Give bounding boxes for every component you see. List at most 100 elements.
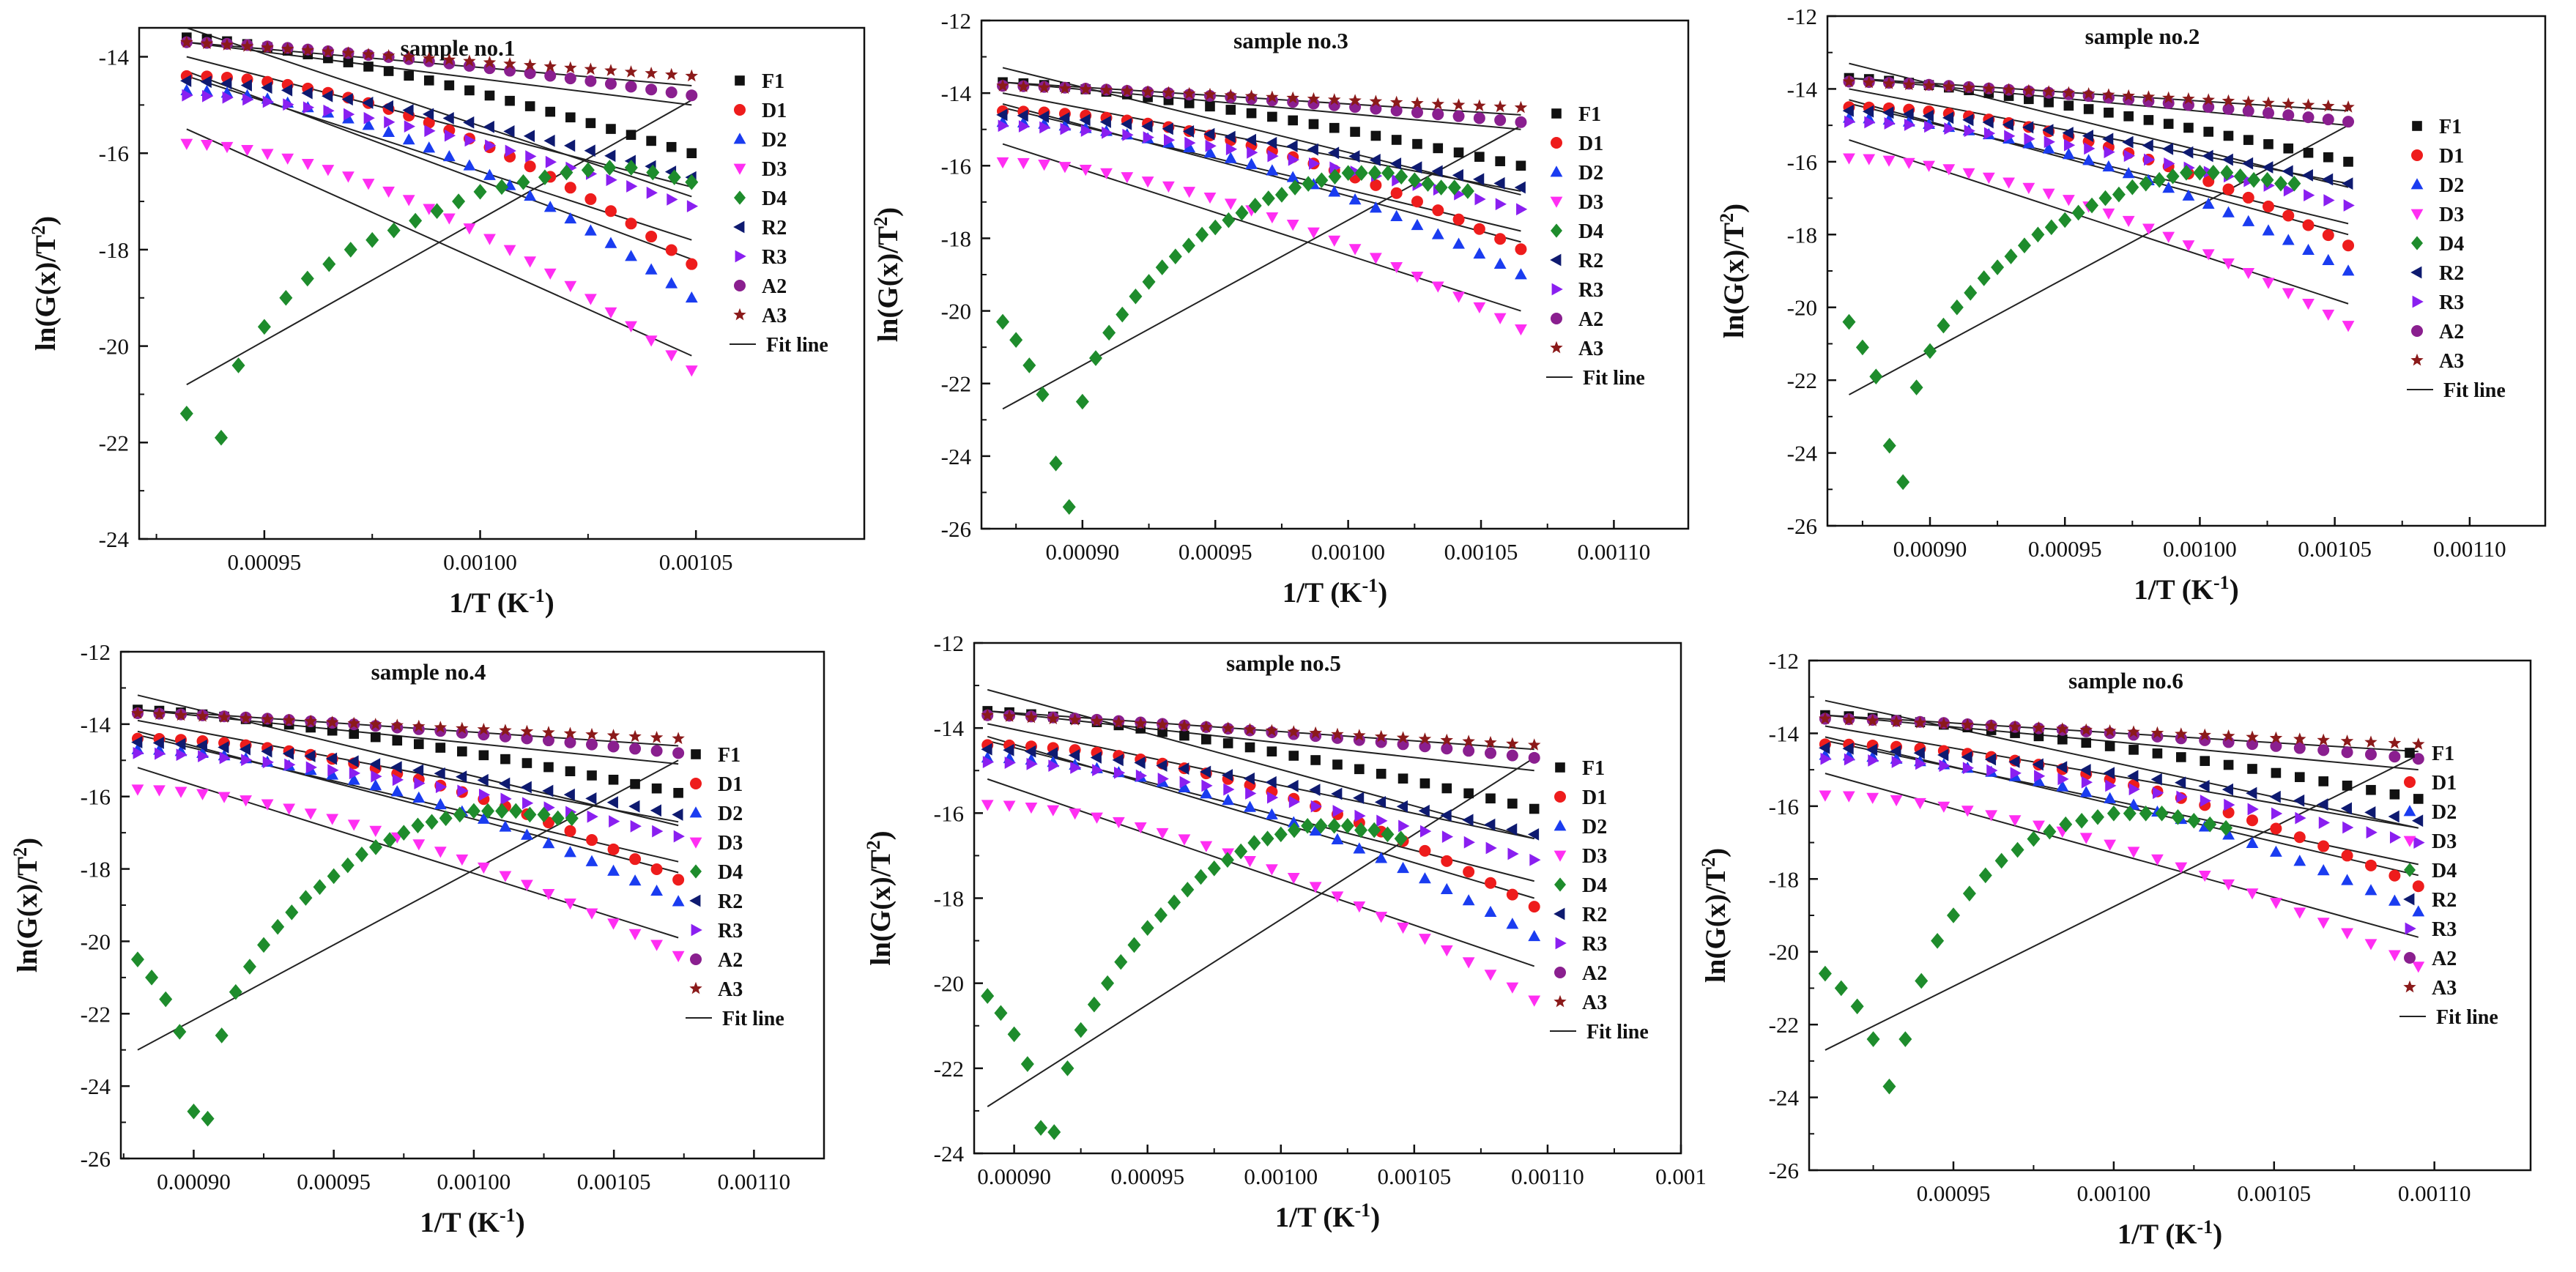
data-point-f1 (1332, 759, 1343, 770)
legend: F1 D1 D2 D3 D4 R2 R3 A2 A3 Fit line (2399, 743, 2498, 1029)
data-point-r3 (1884, 117, 1896, 130)
data-point-d3 (2364, 939, 2378, 951)
data-point-a3 (369, 718, 382, 730)
legend-marker-d1 (2411, 149, 2423, 161)
data-point-d2 (442, 149, 456, 162)
data-point-r2 (282, 747, 294, 760)
data-point-a3 (1307, 92, 1321, 105)
data-point-d2 (685, 291, 698, 303)
data-point-r3 (2318, 817, 2330, 829)
data-point-a3 (2008, 720, 2022, 733)
data-point-d2 (607, 864, 620, 876)
data-point-d3 (1348, 244, 1362, 256)
data-point-d2 (1431, 228, 1444, 239)
data-point-r2 (996, 108, 1008, 122)
data-point-d3 (1942, 164, 1956, 176)
data-point-d4 (1315, 172, 1329, 188)
data-point-r2 (1937, 748, 1949, 762)
legend-label: D1 (762, 100, 787, 122)
legend-marker-d3 (733, 163, 746, 175)
data-point-d2 (2322, 253, 2335, 266)
data-point-d4 (452, 193, 466, 209)
data-point-r2 (477, 773, 489, 786)
data-point-f1 (1244, 742, 1255, 753)
data-point-f1 (608, 774, 619, 785)
legend-label: A2 (718, 949, 743, 972)
data-point-f1 (2389, 789, 2400, 800)
data-point-d3 (1309, 882, 1322, 893)
data-point-d1 (564, 182, 576, 194)
legend-label: D3 (1582, 845, 1607, 868)
data-point-d3 (2341, 928, 2353, 940)
data-point-r2 (200, 75, 212, 89)
data-point-d4 (1447, 179, 1461, 196)
y-tick-label: -12 (941, 8, 971, 34)
legend-marker-r2 (689, 894, 701, 907)
data-point-r2 (442, 112, 454, 124)
data-point-d4 (1022, 357, 1036, 373)
data-point-a3 (1047, 712, 1060, 725)
data-point-r2 (281, 83, 293, 97)
data-point-r2 (1203, 127, 1215, 141)
data-point-a3 (1961, 718, 1974, 731)
data-point-d3 (301, 158, 314, 171)
y-tick-label: -26 (941, 516, 971, 542)
data-point-a2 (1515, 116, 1527, 128)
data-point-a3 (1819, 712, 1832, 724)
data-point-d4 (2206, 164, 2220, 181)
data-point-d4 (551, 810, 565, 827)
data-point-d3 (1079, 165, 1092, 176)
data-point-r2 (2269, 790, 2281, 803)
data-point-a2 (586, 738, 598, 751)
data-point-r2 (1243, 772, 1255, 785)
data-point-a3 (1328, 93, 1341, 105)
data-point-d3 (1353, 901, 1366, 913)
data-point-a3 (304, 714, 317, 727)
data-point-r2 (402, 104, 414, 116)
data-point-a3 (281, 42, 294, 55)
data-point-f1 (457, 746, 467, 756)
data-point-r2 (672, 808, 683, 821)
data-point-d1 (1411, 196, 1423, 208)
data-point-d4 (2139, 806, 2153, 822)
legend: F1 D1 D2 D3 D4 R2 R3 A2 A3 Fit line (1550, 757, 1649, 1044)
data-point-f1 (543, 762, 554, 773)
data-point-a3 (2293, 732, 2306, 745)
data-point-d1 (1515, 243, 1527, 256)
data-point-r3 (444, 129, 456, 142)
data-point-f1 (2200, 756, 2211, 766)
data-point-r2 (2241, 157, 2254, 170)
data-point-r2 (2122, 135, 2134, 149)
data-point-r3 (1904, 119, 1916, 131)
data-point-r2 (1440, 809, 1452, 822)
data-point-r2 (2317, 798, 2328, 811)
data-point-d4 (1909, 379, 1923, 395)
data-point-d3 (1506, 982, 1519, 994)
data-point-r3 (1986, 764, 1998, 777)
data-point-d2 (521, 828, 533, 840)
data-point-d3 (180, 138, 193, 150)
data-point-d2 (672, 895, 685, 907)
data-point-d3 (1419, 934, 1431, 945)
data-point-r3 (1135, 769, 1148, 782)
data-point-d3 (628, 929, 642, 940)
data-point-a3 (624, 65, 638, 78)
data-point-d3 (1375, 912, 1388, 923)
data-point-f1 (2152, 748, 2163, 759)
data-point-a3 (239, 711, 253, 724)
data-point-d3 (1141, 176, 1154, 188)
data-point-a3 (2388, 736, 2402, 749)
data-point-a3 (180, 35, 193, 48)
data-point-r3 (2057, 773, 2069, 786)
data-point-a3 (1286, 91, 1299, 104)
data-point-d3 (1183, 187, 1196, 198)
data-point-a3 (1353, 729, 1366, 741)
data-point-d1 (1390, 187, 1403, 199)
data-point-f1 (1515, 160, 1526, 171)
data-point-r2 (1200, 765, 1211, 778)
data-point-d4 (231, 357, 245, 373)
data-point-r2 (322, 89, 333, 103)
data-point-r2 (1374, 795, 1387, 808)
data-point-a3 (1037, 81, 1051, 94)
data-point-r3 (262, 95, 274, 108)
